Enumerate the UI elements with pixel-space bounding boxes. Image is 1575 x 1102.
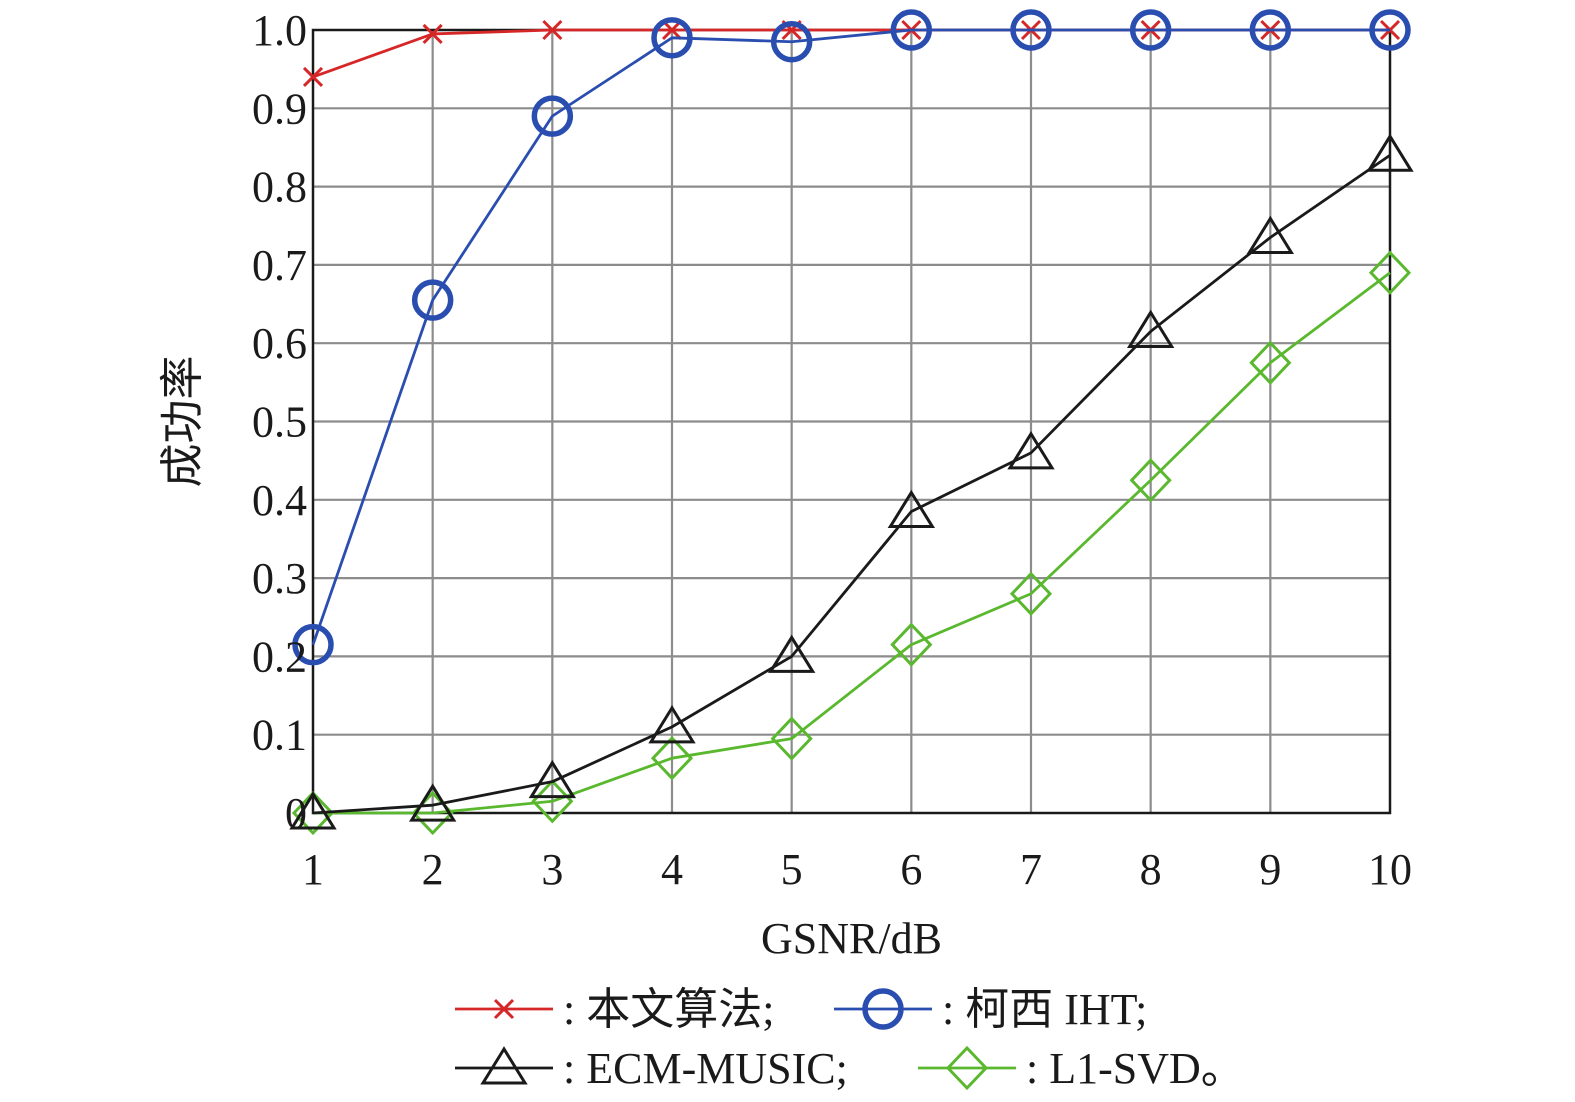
x-tick-label: 9 [1259,845,1281,894]
y-axis-title: 成功率 [158,356,207,488]
marker-stroke [661,19,683,41]
data-point [531,95,574,137]
data-point [1369,9,1411,51]
data-point [1007,430,1055,470]
y-tick-label: 1.0 [252,6,307,55]
data-point [648,705,696,744]
data-point [767,634,816,673]
series-line [313,271,1391,815]
data-point [770,20,813,63]
marker-stroke [422,23,443,44]
legend-marker [480,1046,528,1085]
series-diamond [291,250,1412,836]
tick-labels: 1 2 3 4 5 6 7 8 9 10 0 0.1 0.2 0.3 0.4 0.5 0.6 0.7 0.8 0.9 1… [252,6,1412,894]
legend-marker [493,998,515,1020]
data-point [289,791,337,830]
x-tick-label: 7 [1020,845,1042,894]
marker-stroke [493,998,515,1020]
data-point [661,19,683,41]
data-point [408,783,457,822]
x-tick-label: 8 [1140,845,1162,894]
legend-marker [945,1045,989,1091]
legend-item: : 柯西 IHT; [834,985,1147,1034]
marker-stroke [302,66,324,88]
x-tick-label: 4 [661,845,683,894]
data-point [422,23,443,44]
data-point [302,66,324,88]
data-point [531,779,574,824]
data-point [528,759,577,799]
data-point [291,790,335,836]
data-point [1368,250,1412,295]
legend-label: : 柯西 IHT; [942,985,1147,1034]
y-tick-label: 0.6 [252,319,307,368]
data-point [292,623,334,666]
x-tick-label: 6 [900,845,922,894]
x-tick-label: 2 [422,845,444,894]
legend-label: : 本文算法; [563,985,774,1034]
y-tick-label: 0.5 [252,398,307,447]
y-tick-label: 0.1 [252,711,307,760]
data-point [1366,133,1414,172]
data-point [1249,340,1292,385]
data-point [1010,9,1052,51]
grid [313,30,1390,813]
x-tick-label: 1 [302,845,324,894]
legend-label: : L1-SVD。 [1026,1044,1245,1093]
data-point [770,716,813,761]
data-point [890,622,933,667]
series-line [312,154,1391,815]
x-tick-label: 3 [541,845,563,894]
data-point [887,489,936,529]
legend-marker [862,988,904,1030]
series-line [311,28,1390,646]
y-tick-label: 0.8 [252,163,307,212]
legend-label: : ECM-MUSIC; [563,1044,848,1093]
y-tick-label: 0.9 [252,84,307,133]
marker-stroke [542,19,563,41]
data-point [1129,9,1172,51]
x-axis-title: GSNR/dB [761,914,942,963]
data-point [411,279,454,321]
y-tick-label: 0.4 [252,476,307,525]
data-point [1009,571,1053,616]
data-point [1129,458,1172,503]
data-point [542,19,563,41]
data-point [1249,9,1292,51]
legend-item: : 本文算法; [455,985,774,1034]
series-layer [289,9,1414,836]
data-point [650,736,694,781]
legend: : 本文算法; : 柯西 IHT; : ECM-MUSIC; : L1-SVD。 [455,985,1245,1093]
data-point [651,17,693,59]
y-tick-label: 0.7 [252,241,307,290]
x-tick-label: 10 [1368,845,1412,894]
data-point [1246,215,1295,254]
x-tick-label: 5 [781,845,803,894]
legend-item: : ECM-MUSIC; [455,1044,848,1093]
series-triangle [289,133,1414,830]
data-point [890,9,933,51]
y-tick-label: 0 [285,789,307,838]
data-point [1126,309,1175,348]
y-tick-label: 0.3 [252,554,307,603]
series-circle [292,9,1411,666]
legend-item: : L1-SVD。 [918,1044,1245,1093]
y-tick-label: 0.2 [252,632,307,681]
